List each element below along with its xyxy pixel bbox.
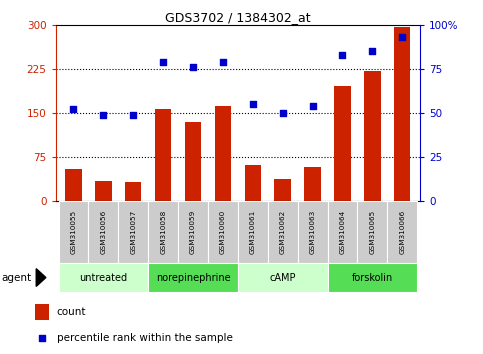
Point bbox=[369, 48, 376, 54]
Point bbox=[159, 59, 167, 65]
Text: GSM310061: GSM310061 bbox=[250, 210, 256, 254]
Text: GSM310055: GSM310055 bbox=[71, 210, 76, 254]
Point bbox=[219, 59, 227, 65]
Point bbox=[398, 34, 406, 40]
Bar bbox=[327, 263, 417, 292]
Bar bbox=[35, 304, 49, 320]
Text: GSM310057: GSM310057 bbox=[130, 210, 136, 254]
Text: GSM310064: GSM310064 bbox=[340, 210, 345, 254]
Polygon shape bbox=[36, 269, 46, 286]
Bar bbox=[238, 263, 327, 292]
Bar bbox=[387, 201, 417, 263]
Point bbox=[39, 336, 46, 341]
Text: count: count bbox=[57, 307, 86, 317]
Bar bbox=[118, 201, 148, 263]
Bar bbox=[274, 179, 291, 201]
Point bbox=[129, 112, 137, 118]
Text: untreated: untreated bbox=[79, 273, 128, 282]
Point bbox=[189, 64, 197, 70]
Text: GSM310066: GSM310066 bbox=[399, 210, 405, 254]
Bar bbox=[298, 201, 327, 263]
Bar bbox=[334, 86, 351, 201]
Text: GSM310059: GSM310059 bbox=[190, 210, 196, 254]
Text: GSM310062: GSM310062 bbox=[280, 210, 286, 254]
Text: norepinephrine: norepinephrine bbox=[156, 273, 230, 282]
Bar bbox=[178, 201, 208, 263]
Point bbox=[309, 103, 316, 109]
Bar bbox=[238, 201, 268, 263]
Text: forskolin: forskolin bbox=[352, 273, 393, 282]
Bar bbox=[327, 201, 357, 263]
Bar bbox=[65, 169, 82, 201]
Text: GSM310056: GSM310056 bbox=[100, 210, 106, 254]
Text: percentile rank within the sample: percentile rank within the sample bbox=[57, 333, 232, 343]
Text: GSM310065: GSM310065 bbox=[369, 210, 375, 254]
Text: GSM310060: GSM310060 bbox=[220, 210, 226, 254]
Text: GSM310058: GSM310058 bbox=[160, 210, 166, 254]
Point bbox=[249, 101, 256, 107]
Bar bbox=[394, 27, 411, 201]
Point bbox=[279, 110, 286, 116]
Bar bbox=[88, 201, 118, 263]
Bar bbox=[268, 201, 298, 263]
Point bbox=[339, 52, 346, 58]
Bar bbox=[148, 201, 178, 263]
Bar bbox=[244, 165, 261, 201]
Bar bbox=[304, 167, 321, 201]
Bar bbox=[58, 263, 148, 292]
Bar bbox=[215, 106, 231, 201]
Bar bbox=[58, 201, 88, 263]
Bar bbox=[155, 109, 171, 201]
Text: cAMP: cAMP bbox=[270, 273, 296, 282]
Bar bbox=[185, 122, 201, 201]
Text: agent: agent bbox=[1, 273, 31, 282]
Bar bbox=[125, 182, 142, 201]
Bar bbox=[95, 181, 112, 201]
Bar bbox=[364, 70, 381, 201]
Point bbox=[99, 112, 107, 118]
Bar bbox=[148, 263, 238, 292]
Bar bbox=[208, 201, 238, 263]
Bar bbox=[357, 201, 387, 263]
Point bbox=[70, 107, 77, 112]
Text: GSM310063: GSM310063 bbox=[310, 210, 315, 254]
Title: GDS3702 / 1384302_at: GDS3702 / 1384302_at bbox=[165, 11, 311, 24]
